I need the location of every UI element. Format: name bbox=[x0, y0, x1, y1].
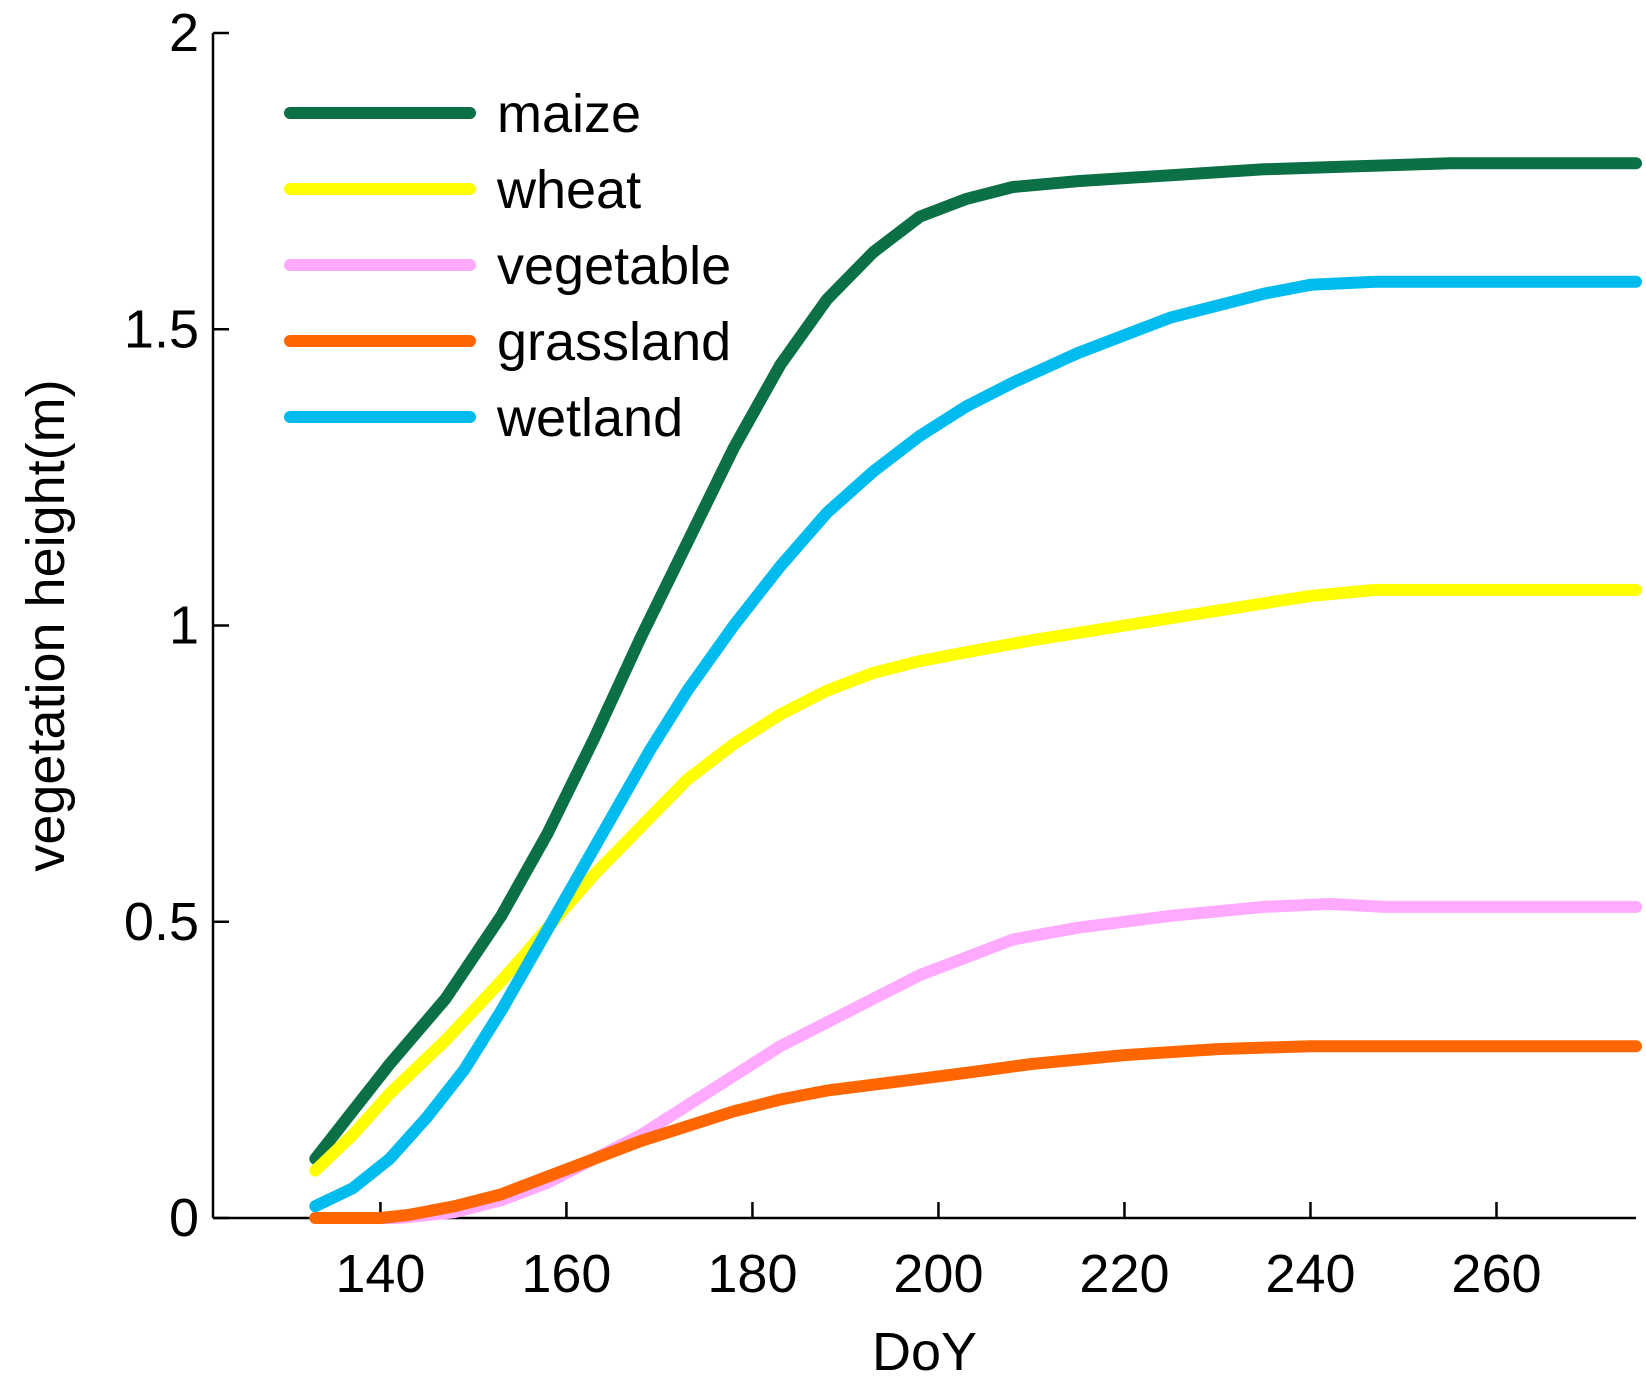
y-tick-label: 0 bbox=[169, 1188, 199, 1248]
y-tick-label: 1.5 bbox=[124, 299, 199, 359]
series-line-maize bbox=[309, 157, 1642, 1165]
legend: maize wheat vegetable grassland wetland bbox=[284, 84, 731, 448]
legend-label-wetland: wetland bbox=[496, 388, 683, 448]
ticks: 0 0.5 1 1.5 2 140 160 180 200 220 240 260 bbox=[124, 3, 1542, 1304]
x-tick-label: 180 bbox=[707, 1244, 797, 1304]
legend-label-maize: maize bbox=[497, 84, 641, 144]
x-tick-label: 140 bbox=[335, 1244, 425, 1304]
x-axis-title: DoY bbox=[872, 1322, 977, 1382]
legend-label-vegetable: vegetable bbox=[497, 236, 731, 296]
series-line-grassland bbox=[309, 1040, 1642, 1224]
y-tick-label: 2 bbox=[169, 3, 199, 63]
y-tick-label: 1 bbox=[169, 596, 199, 656]
series-line-vegetable bbox=[309, 898, 1642, 1224]
x-tick-label: 240 bbox=[1265, 1244, 1355, 1304]
x-tick-label: 260 bbox=[1451, 1244, 1541, 1304]
y-tick-label: 0.5 bbox=[124, 892, 199, 952]
y-axis-title: vegetation height(m) bbox=[16, 379, 76, 871]
series-line-wetland bbox=[309, 275, 1642, 1213]
x-tick-label: 200 bbox=[893, 1244, 983, 1304]
legend-label-wheat: wheat bbox=[496, 160, 641, 220]
x-tick-label: 220 bbox=[1079, 1244, 1169, 1304]
series-line-wheat bbox=[309, 583, 1642, 1177]
legend-label-grassland: grassland bbox=[497, 312, 731, 372]
x-tick-label: 160 bbox=[521, 1244, 611, 1304]
series-lines bbox=[309, 157, 1642, 1224]
